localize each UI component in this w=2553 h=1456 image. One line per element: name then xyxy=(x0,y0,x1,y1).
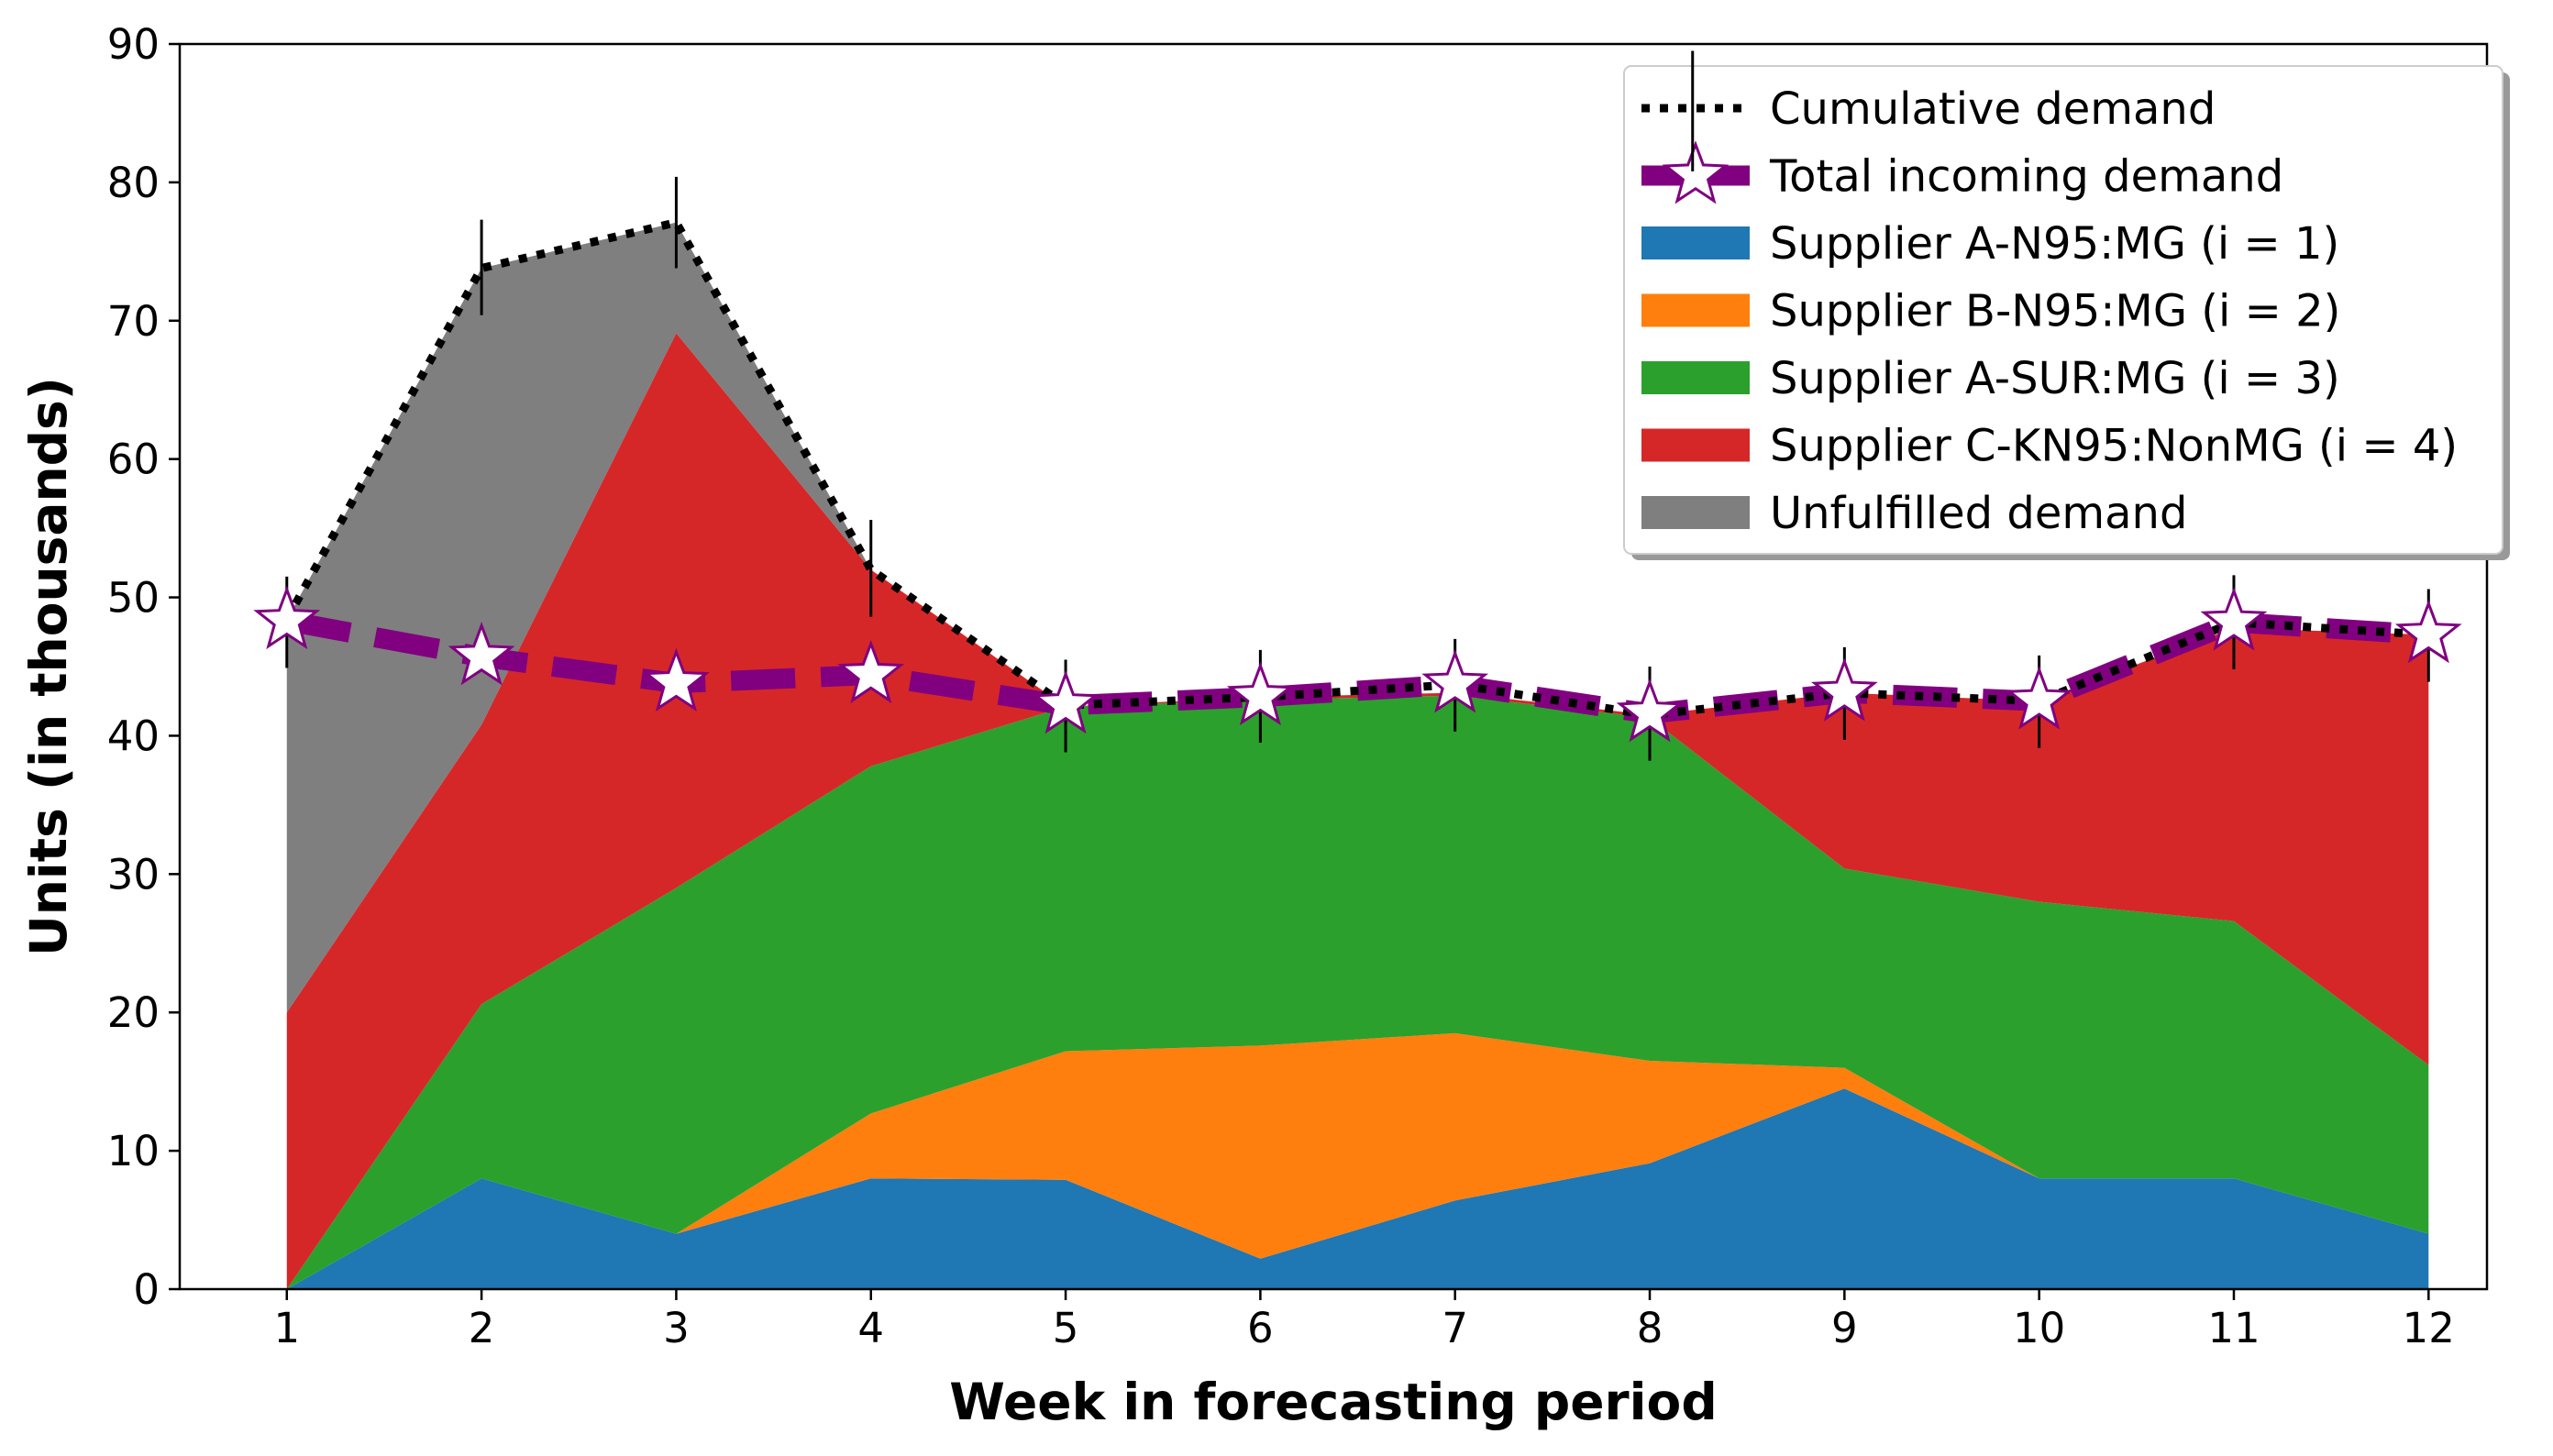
star-marker-week-6 xyxy=(1226,661,1294,726)
area-supplier-b-n95-mg-i-2 xyxy=(286,1032,2429,1289)
x-axis-ticks: 1 2 3 4 5 6 7 8 9 10 11 12 xyxy=(273,1289,2455,1352)
star-marker-week-11 xyxy=(2200,587,2268,651)
star-marker-week-9 xyxy=(1810,657,1878,722)
x-tick-label: 4 xyxy=(857,1304,884,1352)
legend-swatch-unfulfilled-demand xyxy=(1641,496,1750,529)
y-tick-label: 30 xyxy=(107,850,160,899)
star-marker-week-3 xyxy=(643,647,710,712)
y-tick-label: 20 xyxy=(107,988,160,1037)
legend-swatch-supplier-c-kn95-nonmg-i-4 xyxy=(1641,428,1750,462)
stacked-areas xyxy=(286,222,2429,1289)
x-tick-label: 3 xyxy=(663,1304,690,1352)
area-supplier-c-kn95-nonmg-i-4 xyxy=(286,333,2429,1289)
x-tick-label: 6 xyxy=(1247,1304,1274,1352)
x-axis-title: Week in forecasting period xyxy=(949,1373,1717,1431)
star-marker-week-5 xyxy=(1032,669,1100,734)
legend-star-icon xyxy=(1662,140,1730,204)
legend-box xyxy=(1623,65,2503,555)
legend-items: Cumulative demand Total incoming demand Su… xyxy=(1641,83,2458,539)
legend-swatch-supplier-b-n95-mg-i-2 xyxy=(1641,293,1750,327)
star-markers xyxy=(253,585,2462,743)
y-tick-label: 40 xyxy=(107,711,160,760)
y-tick-label: 50 xyxy=(107,574,160,623)
star-marker-week-10 xyxy=(2006,666,2073,730)
legend-label-supplier-a-n95-mg-i-1: Supplier A-N95:MG (i = 1) xyxy=(1770,218,2339,270)
y-axis-title: Units (in thousands) xyxy=(19,377,78,956)
legend-label-total-incoming-demand: Total incoming demand xyxy=(1769,151,2283,203)
legend-label-cumulative-demand: Cumulative demand xyxy=(1770,83,2216,135)
legend-swatch-supplier-a-n95-mg-i-1 xyxy=(1641,226,1750,259)
x-tick-label: 8 xyxy=(1637,1304,1663,1352)
y-tick-label: 70 xyxy=(107,297,160,346)
area-unfulfilled-demand xyxy=(286,222,2429,1013)
demand-lines xyxy=(282,217,2430,724)
star-marker-week-4 xyxy=(837,639,905,704)
legend: Cumulative demand Total incoming demand Su… xyxy=(1623,65,2510,560)
star-marker-week-1 xyxy=(253,585,321,650)
x-tick-label: 5 xyxy=(1053,1304,1079,1352)
x-tick-label: 2 xyxy=(469,1304,495,1352)
star-marker-week-8 xyxy=(1616,678,1684,743)
x-tick-label: 9 xyxy=(1831,1304,1858,1352)
y-tick-label: 90 xyxy=(107,20,160,69)
x-tick-label: 10 xyxy=(2013,1304,2065,1352)
y-tick-label: 60 xyxy=(107,436,160,484)
star-marker-week-12 xyxy=(2394,600,2462,664)
area-supplier-a-n95-mg-i-1 xyxy=(286,1088,2429,1289)
star-marker-week-2 xyxy=(448,622,515,686)
area-supplier-a-sur-mg-i-3 xyxy=(286,695,2429,1289)
legend-label-supplier-a-sur-mg-i-3: Supplier A-SUR:MG (i = 3) xyxy=(1770,353,2340,404)
x-tick-label: 1 xyxy=(273,1304,300,1352)
y-tick-label: 0 xyxy=(133,1265,160,1314)
x-tick-label: 11 xyxy=(2207,1304,2260,1352)
plot-frame xyxy=(178,42,2489,1291)
y-tick-label: 80 xyxy=(107,159,160,207)
legend-label-supplier-c-kn95-nonmg-i-4: Supplier C-KN95:NonMG (i = 4) xyxy=(1770,421,2458,472)
star-marker-week-7 xyxy=(1421,649,1489,713)
y-tick-label: 10 xyxy=(107,1127,160,1175)
y-axis-ticks: 0 10 20 30 40 50 60 70 80 90 xyxy=(107,20,180,1314)
legend-swatch-supplier-a-sur-mg-i-3 xyxy=(1641,361,1750,394)
legend-label-unfulfilled-demand: Unfulfilled demand xyxy=(1770,488,2187,539)
x-tick-label: 12 xyxy=(2403,1304,2455,1352)
x-tick-label: 7 xyxy=(1442,1304,1468,1352)
line-cumulative-demand xyxy=(282,217,2429,720)
legend-label-supplier-b-n95-mg-i-2: Supplier B-N95:MG (i = 2) xyxy=(1770,286,2340,337)
